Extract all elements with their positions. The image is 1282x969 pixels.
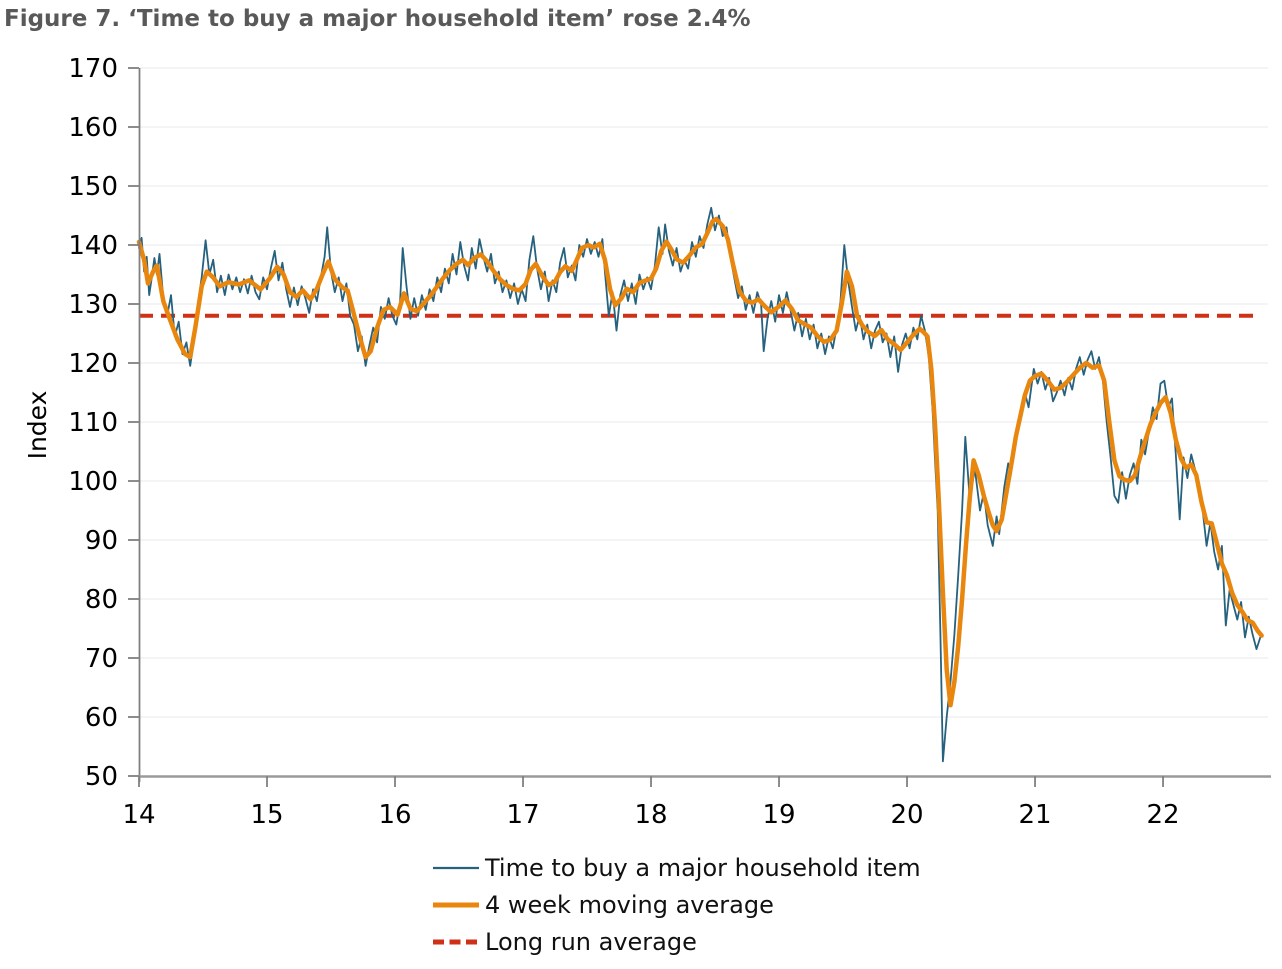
- x-tick-label: 22: [1146, 800, 1179, 830]
- y-tick-label: 60: [85, 703, 118, 733]
- y-tick-label: 140: [68, 231, 118, 261]
- chart-legend: Time to buy a major household item 4 wee…: [433, 851, 921, 958]
- x-tick-label: 20: [890, 800, 923, 830]
- y-tick-label: 90: [85, 526, 118, 556]
- figure-title: Figure 7. ‘Time to buy a major household…: [4, 6, 751, 32]
- legend-label-weekly: Time to buy a major household item: [485, 853, 921, 882]
- x-tick-label: 18: [634, 800, 667, 830]
- y-tick-label: 150: [68, 172, 118, 202]
- y-tick-label: 110: [68, 408, 118, 438]
- x-tick-label: 19: [762, 800, 795, 830]
- y-tick-label: 120: [68, 349, 118, 379]
- y-tick-label: 130: [68, 290, 118, 320]
- x-tick-label: 15: [250, 800, 283, 830]
- y-tick-label: 80: [85, 585, 118, 615]
- moving-average-series-line: [136, 216, 1264, 708]
- x-tick-label: 14: [122, 800, 155, 830]
- y-tick-label: 170: [68, 54, 118, 84]
- legend-label-long-run-average: Long run average: [485, 927, 697, 956]
- legend-label-moving-average: 4 week moving average: [485, 890, 774, 919]
- weekly-series-line: [138, 206, 1262, 763]
- legend-item-weekly: Time to buy a major household item: [433, 851, 921, 884]
- x-tick-label: 17: [506, 800, 539, 830]
- long-run-average-dashed-swatch-icon: [433, 938, 479, 946]
- moving-average-line-swatch-icon: [433, 901, 479, 909]
- y-tick-label: 100: [68, 467, 118, 497]
- y-axis-title: Index: [23, 391, 52, 460]
- x-tick-label: 21: [1018, 800, 1051, 830]
- y-tick-label: 70: [85, 644, 118, 674]
- legend-item-moving-average: 4 week moving average: [433, 888, 921, 921]
- x-tick-label: 16: [378, 800, 411, 830]
- legend-item-long-run-average: Long run average: [433, 925, 921, 958]
- y-tick-label: 50: [85, 762, 118, 792]
- y-tick-label: 160: [68, 113, 118, 143]
- line-chart-canvas: 50 60 70 80 90 100 110 120 130 140 150 160 170 14 15 16…: [23, 54, 1271, 830]
- weekly-line-swatch-icon: [433, 864, 479, 872]
